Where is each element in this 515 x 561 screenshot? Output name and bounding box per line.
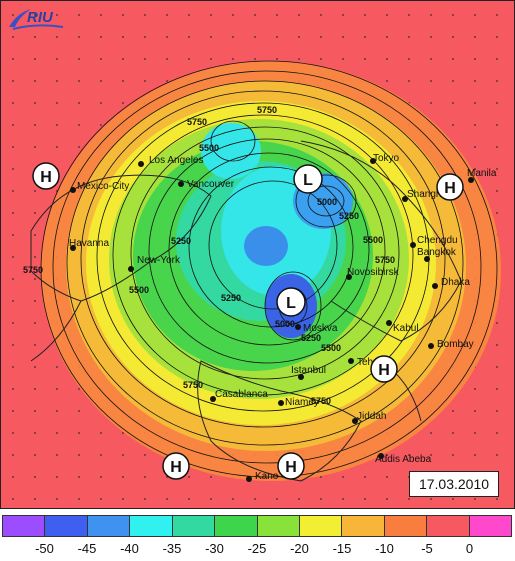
city-label: Bombay [437, 339, 474, 350]
contour-label: 5500 [199, 143, 219, 153]
brand-logo: RIU [7, 5, 67, 31]
city-label: Havanna [69, 238, 109, 249]
colorbar-tick: -15 [332, 541, 352, 556]
colorbar-swatch [257, 516, 300, 536]
contour-label: 5000 [275, 319, 295, 329]
colorbar-tick: -10 [375, 541, 394, 556]
colorbar-swatch [45, 516, 88, 536]
contour-labels: 5750 5750 5500 5250 5000 5250 5500 5750 … [23, 105, 395, 406]
city-label: Shanghai [407, 189, 449, 200]
city-label: Istanbul [291, 365, 326, 376]
weather-map: Mexico-City Los Angeles Vancouver Tokyo … [0, 0, 515, 509]
logo-mark: RIU [9, 9, 64, 30]
colorbar-swatch [299, 516, 343, 536]
colorbar-tick: 0 [465, 541, 474, 556]
contour-label: 5500 [321, 343, 341, 353]
contour-label: 5250 [301, 333, 321, 343]
colorbar-swatch [342, 516, 385, 536]
high-pressure-marker: H [32, 162, 60, 190]
colorbar-tick: -40 [120, 541, 139, 556]
colorbar-tick: -5 [421, 541, 433, 556]
colorbar-tick: -50 [35, 541, 54, 556]
high-pressure-marker: H [436, 173, 464, 201]
colorbar-swatch [87, 516, 131, 536]
colorbar-tick: -20 [290, 541, 309, 556]
pressure-markers: H L H L H H H [32, 162, 464, 480]
colorbar-tick: -35 [162, 541, 182, 556]
city-label: Kabul [393, 323, 419, 334]
contour-label: 5750 [311, 396, 331, 406]
city-label: Jiddah [357, 411, 386, 422]
colorbar-swatch [469, 516, 512, 536]
contour-label: 5750 [23, 265, 43, 275]
colorbar-swatch [384, 516, 428, 536]
colorbar-swatch [3, 516, 46, 536]
contour-label: 5250 [171, 236, 191, 246]
temperature-colorbar [2, 515, 512, 537]
svg-text:H: H [444, 180, 456, 197]
date-label: 17.03.2010 [409, 471, 499, 497]
low-pressure-marker: L [293, 164, 323, 194]
svg-text:H: H [378, 362, 390, 379]
city-label: New-York [137, 255, 181, 266]
city-label: Los Angeles [149, 155, 204, 166]
city-label: Kano [255, 471, 279, 482]
colorbar-swatch [172, 516, 216, 536]
city-dots [70, 158, 474, 482]
city-label: Chengdu [417, 235, 458, 246]
city-label: Mexico-City [77, 181, 129, 192]
high-pressure-marker: H [162, 452, 190, 480]
colorbar-tick-labels: -50 -45 -40 -35 -30 -25 -20 -15 -10 -5 0 [0, 541, 515, 559]
colorbar-tick: -45 [77, 541, 97, 556]
colorbar-tick: -30 [205, 541, 224, 556]
contour-label: 5750 [257, 105, 277, 115]
contour-label: 5250 [221, 293, 241, 303]
colorbar-tick: -25 [247, 541, 267, 556]
city-label: Addis Abeba [375, 454, 432, 465]
city-label: Dhaka [441, 277, 470, 288]
contour-label: 5750 [183, 380, 203, 390]
contour-label: 5750 [375, 255, 395, 265]
svg-text:L: L [303, 172, 313, 189]
city-label: Vancouver [187, 179, 235, 190]
contour-label: 5750 [187, 117, 207, 127]
city-label: Tokyo [373, 153, 400, 164]
high-pressure-marker: H [277, 452, 305, 480]
contour-label: 5000 [317, 197, 337, 207]
city-label: Moskva [303, 323, 338, 334]
geopotential-contours [40, 60, 498, 478]
city-labels: Mexico-City Los Angeles Vancouver Tokyo … [69, 153, 497, 482]
city-label: Novosibirsk [347, 267, 400, 278]
logo-text: RIU [27, 9, 54, 26]
svg-text:H: H [40, 169, 52, 186]
colorbar-swatch [215, 516, 258, 536]
colorbar-swatch [427, 516, 470, 536]
city-label: Manila [467, 168, 497, 179]
map-canvas: Mexico-City Los Angeles Vancouver Tokyo … [12, 14, 501, 500]
contour-label: 5500 [129, 285, 149, 295]
svg-text:H: H [285, 459, 297, 476]
city-label: Bangkok [417, 247, 457, 258]
svg-text:L: L [286, 295, 296, 312]
colorbar-swatch [130, 516, 173, 536]
contour-label: 5500 [363, 235, 383, 245]
city-label: Niamey [285, 397, 319, 408]
city-label: Casablanca [215, 389, 268, 400]
contour-label: 5250 [339, 211, 359, 221]
high-pressure-marker: H [370, 355, 398, 383]
svg-text:H: H [170, 459, 182, 476]
low-pressure-marker: L [276, 287, 306, 317]
